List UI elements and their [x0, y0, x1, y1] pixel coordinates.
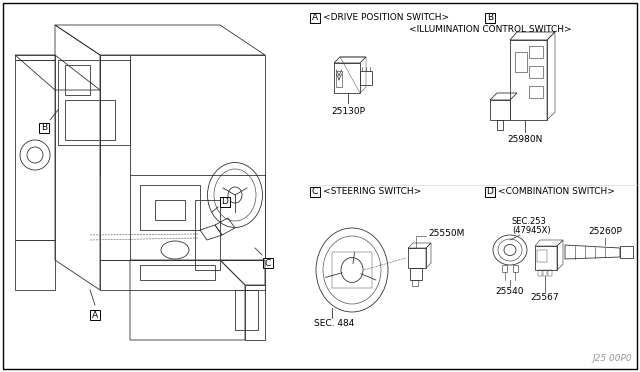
Text: D: D — [486, 187, 493, 196]
Bar — [310, 13, 320, 23]
Text: 25567: 25567 — [531, 294, 559, 302]
Text: <COMBINATION SWITCH>: <COMBINATION SWITCH> — [498, 186, 615, 196]
Bar — [90, 310, 100, 320]
Text: D: D — [221, 198, 228, 206]
Text: 25550M: 25550M — [428, 230, 465, 238]
Text: <ILLUMINATION CONTROL SWITCH>: <ILLUMINATION CONTROL SWITCH> — [409, 26, 572, 35]
Bar — [263, 258, 273, 268]
Text: <DRIVE POSITION SWITCH>: <DRIVE POSITION SWITCH> — [323, 13, 449, 22]
Text: A: A — [312, 13, 318, 22]
Bar — [485, 187, 495, 197]
Text: J25 00P0: J25 00P0 — [593, 354, 632, 363]
Text: C: C — [312, 187, 318, 196]
Text: 25130P: 25130P — [331, 106, 365, 115]
Text: 25260P: 25260P — [588, 228, 622, 237]
Text: (47945X): (47945X) — [512, 225, 550, 234]
Bar — [39, 123, 49, 133]
Bar — [220, 197, 230, 207]
Text: B: B — [487, 13, 493, 22]
Text: C: C — [265, 259, 271, 267]
Text: SEC. 484: SEC. 484 — [314, 320, 354, 328]
Text: 25540: 25540 — [496, 288, 524, 296]
Bar — [485, 13, 495, 23]
Text: A: A — [92, 311, 98, 320]
Text: B: B — [41, 124, 47, 132]
Text: SEC.253: SEC.253 — [512, 218, 547, 227]
Text: <STEERING SWITCH>: <STEERING SWITCH> — [323, 186, 421, 196]
Text: 25980N: 25980N — [508, 135, 543, 144]
Bar — [310, 187, 320, 197]
